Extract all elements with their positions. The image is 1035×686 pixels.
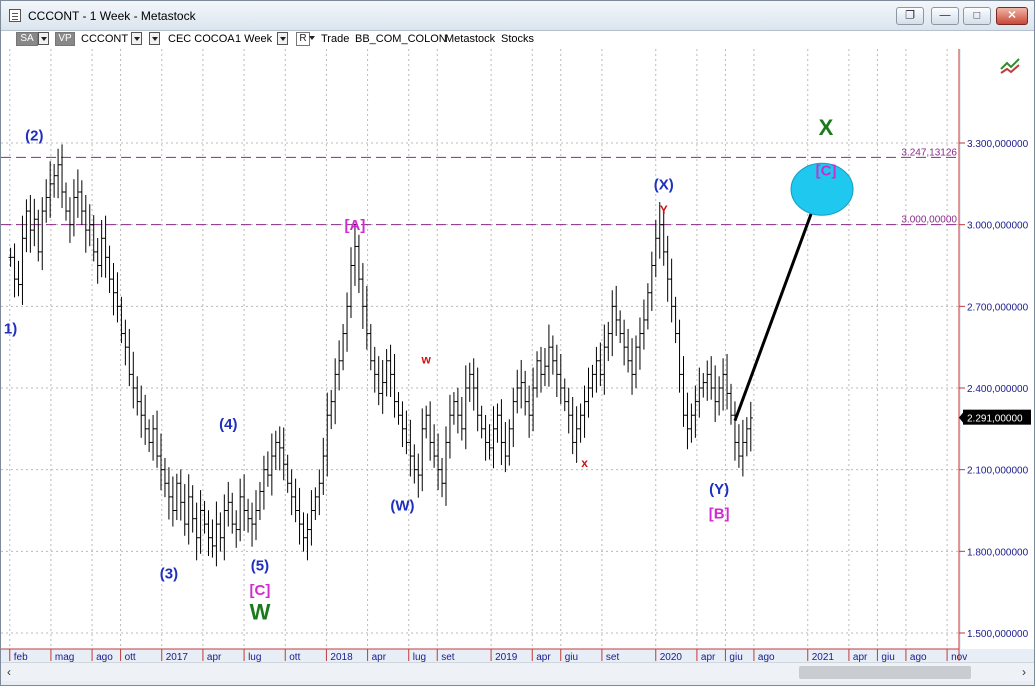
vp-button[interactable]: VP bbox=[55, 32, 75, 46]
price-label: 3.300,000000 bbox=[967, 139, 1029, 150]
time-label: ago bbox=[96, 652, 113, 662]
wave-label: (4) bbox=[219, 416, 237, 433]
time-label: giu bbox=[729, 652, 742, 662]
wave-label: [B] bbox=[709, 506, 730, 523]
security-name: CEC COCOA bbox=[168, 33, 235, 45]
wave-label: (5) bbox=[251, 557, 269, 574]
time-label: ott bbox=[125, 652, 136, 662]
time-label: feb bbox=[14, 652, 28, 662]
sa-button[interactable]: SA bbox=[16, 32, 38, 46]
period-label: 1 Week bbox=[235, 33, 273, 45]
time-label: 2017 bbox=[166, 652, 189, 662]
sa-dropdown-icon[interactable] bbox=[38, 32, 49, 45]
wave-label: (Y) bbox=[709, 481, 729, 498]
wave-label: X bbox=[819, 115, 834, 140]
time-label: apr bbox=[536, 652, 551, 662]
wave-label: w bbox=[421, 353, 432, 367]
trade-label[interactable]: Trade bbox=[321, 33, 350, 45]
price-label: 1.800,000000 bbox=[967, 547, 1029, 558]
plot-background bbox=[1, 49, 959, 649]
maximize-button[interactable]: □ bbox=[963, 7, 991, 25]
time-label: set bbox=[441, 652, 455, 662]
fib-level-label: 3.247,13126 bbox=[901, 147, 957, 158]
price-label: 2.700,000000 bbox=[967, 302, 1029, 313]
horizontal-scrollbar[interactable]: ‹ › bbox=[1, 662, 1034, 681]
time-label: lug bbox=[248, 652, 261, 662]
time-label: apr bbox=[701, 652, 716, 662]
data-source-label: Metastock bbox=[445, 33, 496, 45]
chart-toolbar: SA VP CCCONT CEC COCOA 1 Week R Trade BB… bbox=[1, 31, 961, 49]
minimize-icon: — bbox=[939, 9, 951, 22]
window-title: CCCONT - 1 Week - Metastock bbox=[28, 9, 196, 23]
type-label: Stocks bbox=[501, 33, 535, 45]
wave-label: x bbox=[581, 456, 588, 470]
period-dropdown-icon[interactable] bbox=[277, 32, 288, 45]
security-dropdown-icon[interactable] bbox=[149, 32, 160, 45]
time-label: apr bbox=[372, 652, 387, 662]
time-label: lug bbox=[413, 652, 426, 662]
restore-layout-icon: ❐ bbox=[905, 9, 915, 22]
price-label: 3.000,000000 bbox=[967, 221, 1029, 232]
wave-label: 1) bbox=[4, 321, 17, 338]
time-label: 2020 bbox=[660, 652, 683, 662]
minimize-button[interactable]: — bbox=[931, 7, 959, 25]
source-label: BB_COM_COLON bbox=[355, 33, 447, 45]
wave-label: W bbox=[250, 599, 271, 624]
close-button[interactable]: ✕ bbox=[996, 7, 1028, 25]
last-price-label: 2.291,00000 bbox=[967, 414, 1023, 425]
scroll-right-icon[interactable]: › bbox=[1022, 665, 1026, 679]
chart-settings-icon bbox=[1000, 58, 1020, 70]
symbol-label: CCCONT bbox=[81, 33, 129, 45]
r-dropdown-icon[interactable] bbox=[307, 32, 318, 45]
wave-label: [C] bbox=[816, 163, 837, 180]
last-price-marker bbox=[963, 409, 1031, 425]
wave-label: [C] bbox=[250, 582, 271, 599]
maximize-icon: □ bbox=[973, 9, 981, 22]
wave-label: (3) bbox=[160, 566, 178, 583]
wave-label: (X) bbox=[654, 176, 674, 193]
target-ellipse bbox=[790, 162, 854, 216]
title-bar: CCCONT - 1 Week - Metastock ❐ — □ ✕ bbox=[1, 1, 1034, 31]
price-chart[interactable]: feb mag ago ott 2017 apr lug ott 2018 apr lug set 20… bbox=[1, 31, 1034, 662]
price-label: 2.400,000000 bbox=[967, 384, 1029, 395]
price-label: 2.100,000000 bbox=[967, 466, 1029, 477]
symbol-dropdown-icon[interactable] bbox=[131, 32, 142, 45]
scroll-thumb[interactable] bbox=[799, 666, 971, 679]
time-label: set bbox=[606, 652, 620, 662]
time-label: ott bbox=[289, 652, 300, 662]
time-label: giu bbox=[565, 652, 578, 662]
time-label: 2021 bbox=[812, 652, 835, 662]
close-icon: ✕ bbox=[1007, 9, 1017, 22]
last-price-pointer bbox=[959, 412, 963, 423]
time-label: 2018 bbox=[330, 652, 353, 662]
price-label: 1.500,000000 bbox=[967, 629, 1029, 640]
chart-window-icon bbox=[9, 9, 21, 22]
time-label: giu bbox=[881, 652, 894, 662]
wave-label: [A] bbox=[345, 217, 366, 234]
fib-level-label: 3.000,00000 bbox=[901, 215, 957, 226]
wave-label: (2) bbox=[25, 127, 43, 144]
time-label: ago bbox=[910, 652, 927, 662]
price-axis-panel bbox=[961, 31, 1034, 649]
time-label: mag bbox=[55, 652, 74, 662]
wave-label: Y bbox=[660, 203, 668, 217]
time-label: apr bbox=[207, 652, 222, 662]
time-label: 2019 bbox=[495, 652, 518, 662]
time-label: nov bbox=[951, 652, 967, 662]
projection-line bbox=[733, 205, 816, 422]
time-label: ago bbox=[758, 652, 775, 662]
scroll-left-icon[interactable]: ‹ bbox=[7, 665, 11, 679]
chart-settings-icon-line bbox=[1000, 64, 1020, 74]
wave-label: (W) bbox=[390, 498, 414, 515]
restore-layout-button[interactable]: ❐ bbox=[896, 7, 924, 25]
time-label: apr bbox=[853, 652, 868, 662]
